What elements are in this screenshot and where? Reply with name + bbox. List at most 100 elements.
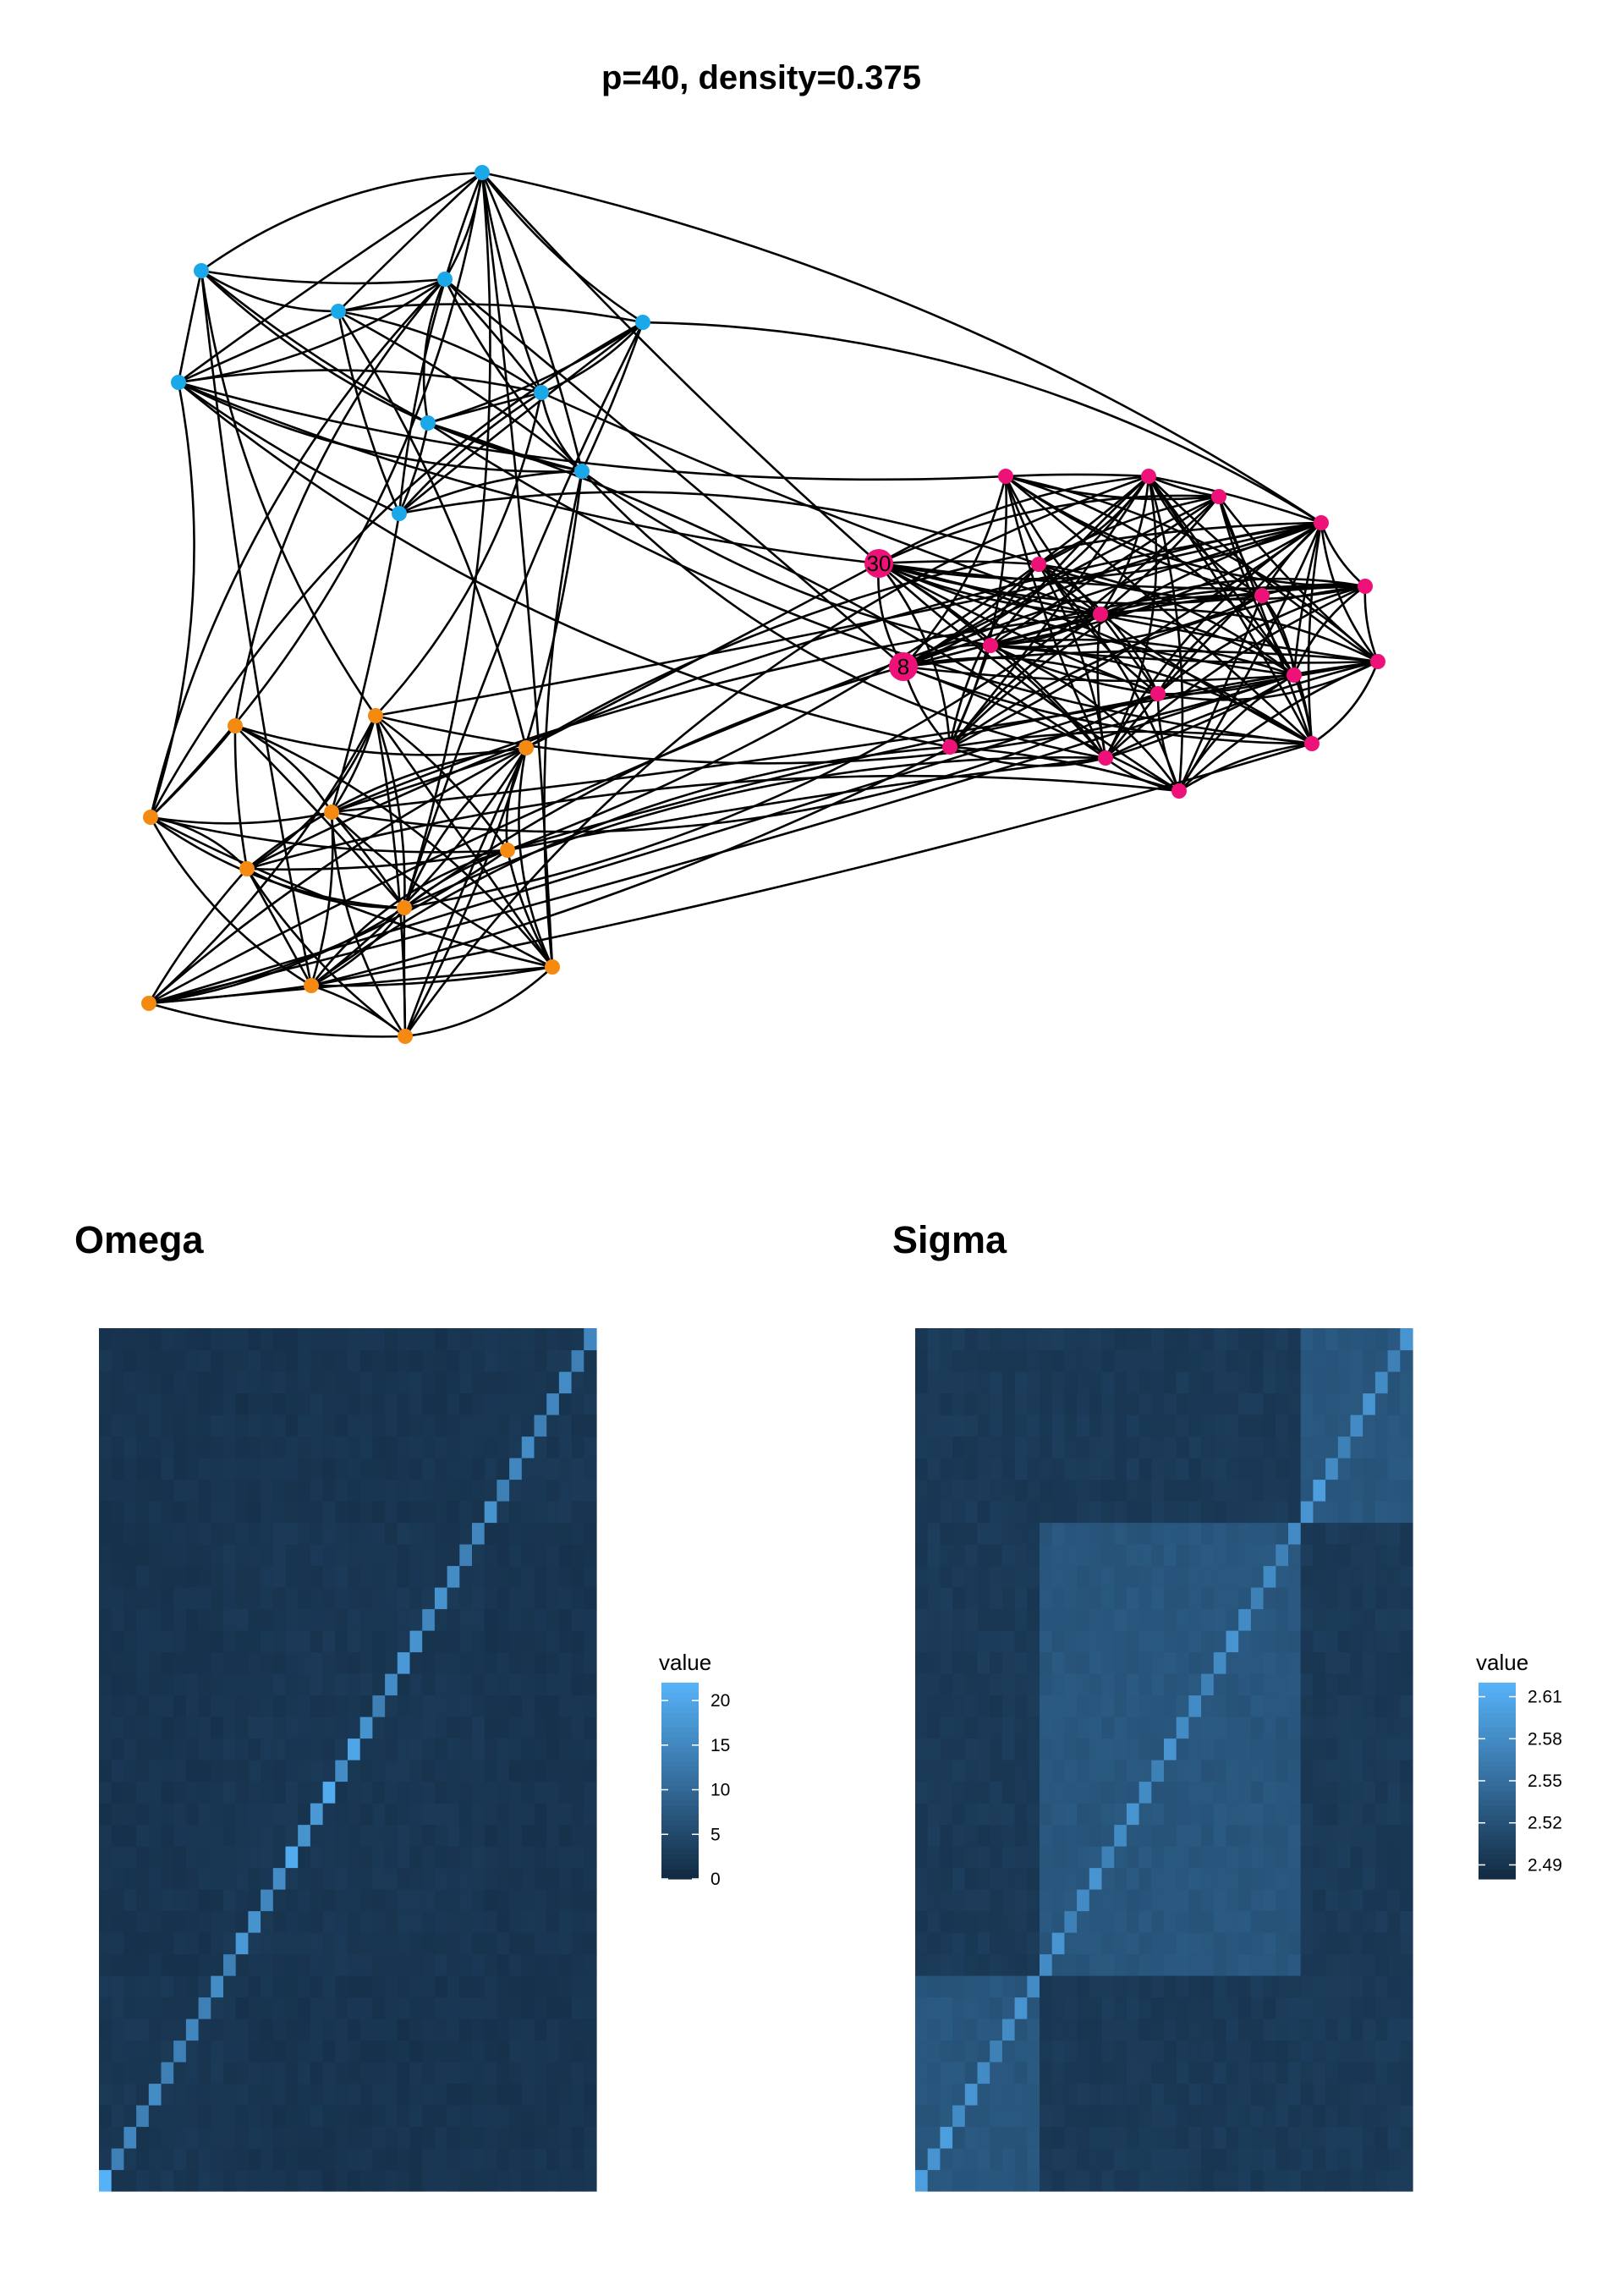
heatmap-cell: [261, 2083, 274, 2106]
heatmap-cell: [1101, 2126, 1115, 2149]
heatmap-cell: [1300, 1651, 1314, 1674]
heatmap-cell: [521, 1953, 535, 1976]
heatmap-cell: [1238, 1910, 1252, 1933]
heatmap-cell: [359, 1932, 373, 1955]
heatmap-cell: [322, 2169, 336, 2192]
heatmap-cell: [1300, 1371, 1314, 1394]
heatmap-cell: [558, 1781, 573, 1804]
heatmap-cell: [148, 1458, 162, 1480]
heatmap-cell: [248, 1953, 261, 1976]
heatmap-cell: [1387, 2126, 1401, 2149]
heatmap-cell: [1126, 2148, 1140, 2171]
heatmap-cell: [964, 1673, 979, 1696]
heatmap-cell: [348, 1695, 361, 1717]
heatmap-cell: [1313, 1910, 1326, 1933]
heatmap-cell: [409, 1803, 423, 1826]
heatmap-cell: [1001, 2126, 1016, 2149]
heatmap-cell: [298, 1371, 311, 1394]
heatmap-cell: [136, 2169, 150, 2192]
heatmap-cell: [1213, 2169, 1227, 2192]
heatmap-cell: [1001, 1760, 1016, 1782]
heatmap-cell: [1138, 1608, 1152, 1631]
heatmap-cell: [1188, 1932, 1202, 1955]
heatmap-cell: [1300, 1349, 1314, 1372]
heatmap-cell: [571, 1414, 584, 1437]
heatmap-cell: [385, 1608, 398, 1631]
heatmap-cell: [434, 1651, 448, 1674]
heatmap-cell: [1001, 1889, 1016, 1912]
heatmap-cell: [1089, 1781, 1103, 1804]
heatmap-cell: [1114, 2040, 1127, 2063]
heatmap-cell: [1337, 2083, 1352, 2106]
heatmap-cell: [1374, 1781, 1389, 1804]
heatmap-cell: [1288, 1781, 1302, 1804]
heatmap-cell: [235, 1501, 249, 1524]
heatmap-cell: [198, 1522, 211, 1545]
heatmap-cell: [1201, 1349, 1215, 1372]
heatmap-cell: [198, 2126, 211, 2149]
heatmap-cell: [422, 1889, 436, 1912]
heatmap-cell: [940, 2040, 953, 2063]
graph-title: p=40, density=0.375: [601, 59, 921, 96]
heatmap-cell: [1089, 1544, 1103, 1567]
heatmap-cell: [1101, 1889, 1115, 1912]
heatmap-cell: [1001, 1738, 1016, 1760]
heatmap-cell: [1325, 2169, 1339, 2192]
heatmap-cell: [447, 2126, 460, 2149]
heatmap-cell: [185, 1458, 200, 1480]
heatmap-cell: [558, 1501, 573, 1524]
heatmap-cell: [434, 2105, 448, 2128]
heatmap-cell: [558, 1760, 573, 1782]
heatmap-cell: [1027, 1651, 1040, 1674]
heatmap-cell: [123, 2105, 137, 2128]
heatmap-cell: [1001, 1824, 1016, 1847]
graph-node-orange: [304, 978, 319, 993]
heatmap-cell: [397, 1414, 411, 1437]
heatmap-cell: [927, 1479, 941, 1502]
heatmap-cell: [1151, 1479, 1165, 1502]
heatmap-cell: [185, 2019, 200, 2041]
heatmap-cell: [1201, 1932, 1215, 1955]
heatmap-cell: [1089, 1824, 1103, 1847]
heatmap-cell: [558, 1803, 573, 1826]
heatmap-cell: [422, 1953, 436, 1976]
heatmap-cell: [1374, 2040, 1389, 2063]
heatmap-cell: [546, 1651, 560, 1674]
heatmap-cell: [1337, 2126, 1352, 2149]
heatmap-cell: [335, 1349, 348, 1372]
heatmap-cell: [1400, 1760, 1413, 1782]
heatmap-cell: [1400, 1414, 1413, 1437]
heatmap-cell: [447, 2062, 460, 2084]
heatmap-cell: [123, 2083, 137, 2106]
heatmap-cell: [123, 1738, 137, 1760]
heatmap-cell: [1250, 1522, 1265, 1545]
heatmap-cell: [484, 1608, 497, 1631]
heatmap-cell: [111, 1328, 124, 1351]
heatmap-cell: [952, 1565, 966, 1588]
heatmap-cell: [1201, 1458, 1215, 1480]
heatmap-cell: [185, 1436, 200, 1458]
heatmap-cell: [1226, 1392, 1239, 1415]
heatmap-cell: [521, 1414, 535, 1437]
heatmap-cell: [484, 2169, 497, 2192]
heatmap-cell: [248, 1997, 261, 2019]
graph-node-pink: [1304, 736, 1320, 751]
heatmap-cell: [409, 1587, 423, 1610]
heatmap-cell: [434, 2040, 448, 2063]
heatmap-cell: [434, 1544, 448, 1567]
heatmap-cell: [235, 2126, 249, 2149]
heatmap-cell: [261, 1716, 274, 1739]
heatmap-cell: [497, 1910, 510, 1933]
heatmap-cell: [1077, 1867, 1090, 1890]
heatmap-cell: [1001, 1781, 1016, 1804]
heatmap-cell: [1250, 1910, 1265, 1933]
heatmap-cell: [1263, 1867, 1276, 1890]
heatmap-cell: [136, 1436, 150, 1458]
heatmap-cell: [359, 2169, 373, 2192]
heatmap-cell: [409, 1889, 423, 1912]
heatmap-cell: [385, 2148, 398, 2171]
heatmap-cell: [1263, 1501, 1276, 1524]
heatmap-cell: [322, 1716, 336, 1739]
heatmap-cell: [1151, 2083, 1165, 2106]
